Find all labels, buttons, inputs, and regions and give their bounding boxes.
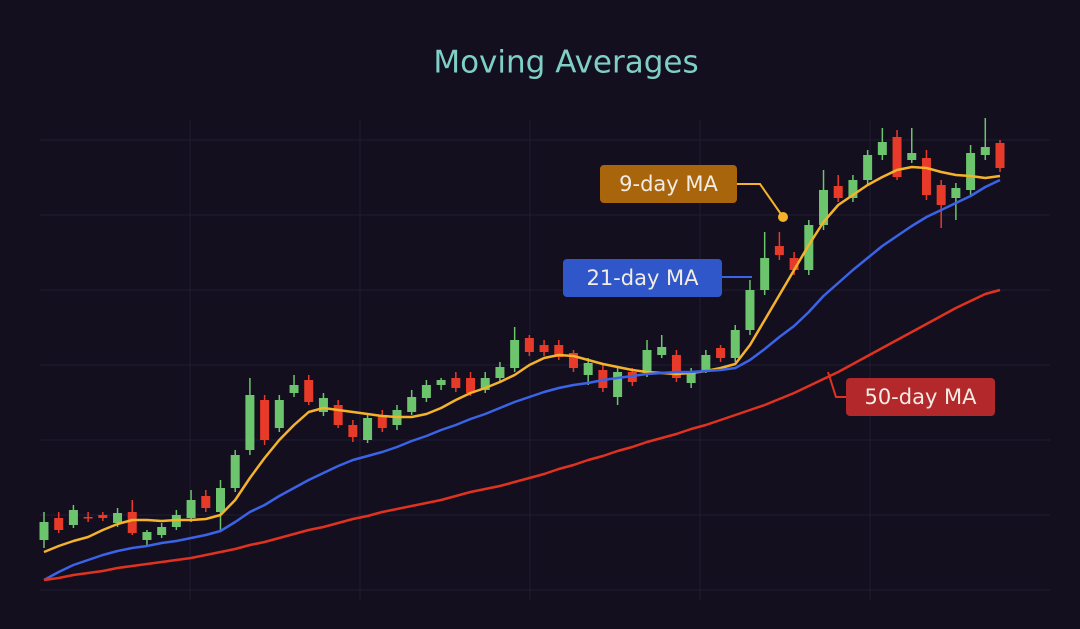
candle-body xyxy=(289,385,299,393)
candle-body xyxy=(892,137,902,177)
candle-body xyxy=(804,225,814,270)
candle-body xyxy=(201,496,211,508)
candle-body xyxy=(495,367,505,378)
candle-body xyxy=(554,345,564,357)
candle-body xyxy=(671,355,681,378)
candle-body xyxy=(863,155,873,180)
chart-title: Moving Averages xyxy=(433,45,698,81)
candle-body xyxy=(377,415,387,428)
candle-body xyxy=(539,345,549,352)
candle-body xyxy=(510,340,520,368)
candle-body xyxy=(215,488,225,512)
candle-body xyxy=(480,378,490,390)
candle-body xyxy=(921,158,931,195)
candle-body xyxy=(819,190,829,225)
legend-label: 21-day MA xyxy=(586,266,699,290)
grid xyxy=(40,120,1050,600)
candle-body xyxy=(951,188,961,198)
candle-body xyxy=(83,517,93,519)
candle-body xyxy=(745,290,755,330)
candle-body xyxy=(966,153,976,190)
candle-body xyxy=(642,350,652,373)
candle-body xyxy=(127,512,137,533)
candle-body xyxy=(407,397,417,412)
callout-line xyxy=(827,371,846,398)
candle-body xyxy=(613,372,623,397)
callout-box xyxy=(563,259,722,297)
ma-line xyxy=(43,178,1001,582)
candle-body xyxy=(833,186,843,198)
candle-body xyxy=(524,338,534,352)
candle-body xyxy=(848,180,858,198)
candle-body xyxy=(39,522,49,540)
candle-body xyxy=(730,330,740,358)
candle-body xyxy=(333,405,343,425)
ma-line xyxy=(43,288,1001,582)
candle-body xyxy=(451,378,461,388)
ma-line xyxy=(43,165,1001,554)
candle-body xyxy=(686,373,696,383)
candle-body xyxy=(421,385,431,398)
candle-body xyxy=(568,353,578,368)
candle-body xyxy=(877,142,887,155)
candle-body xyxy=(245,395,255,450)
candle-body xyxy=(907,153,917,160)
candle-body xyxy=(54,518,64,530)
candle-body xyxy=(274,400,284,428)
candle-body xyxy=(260,400,270,440)
candle-body xyxy=(760,258,770,290)
candle-body xyxy=(318,398,328,412)
candle-body xyxy=(583,363,593,375)
candle-body xyxy=(304,380,314,402)
candle-body xyxy=(230,455,240,488)
candle-body xyxy=(701,355,711,370)
callout-dot xyxy=(778,212,788,222)
candle-body xyxy=(157,527,167,535)
callout-box xyxy=(846,378,995,416)
candle-body xyxy=(716,348,726,358)
callout-line xyxy=(737,183,784,218)
candle-body xyxy=(657,347,667,355)
legend-label: 50-day MA xyxy=(864,385,977,409)
candle-body xyxy=(936,185,946,205)
candle-body xyxy=(98,515,108,518)
candle-body xyxy=(436,380,446,385)
candle-body xyxy=(142,532,152,540)
candle-body xyxy=(980,147,990,155)
candle-body xyxy=(348,425,358,437)
candle-body xyxy=(363,418,373,440)
candle-body xyxy=(466,378,476,393)
candle-body xyxy=(68,510,78,525)
callout-box xyxy=(600,165,737,203)
legend-label: 9-day MA xyxy=(619,172,718,196)
candle-body xyxy=(774,246,784,255)
plot xyxy=(39,118,1005,582)
candle-body xyxy=(186,500,196,518)
annotations: 9-day MA 21-day MA 50-day MA xyxy=(563,165,995,416)
candle-body xyxy=(113,513,123,523)
candle-body xyxy=(789,258,799,270)
candle-body xyxy=(995,143,1005,168)
